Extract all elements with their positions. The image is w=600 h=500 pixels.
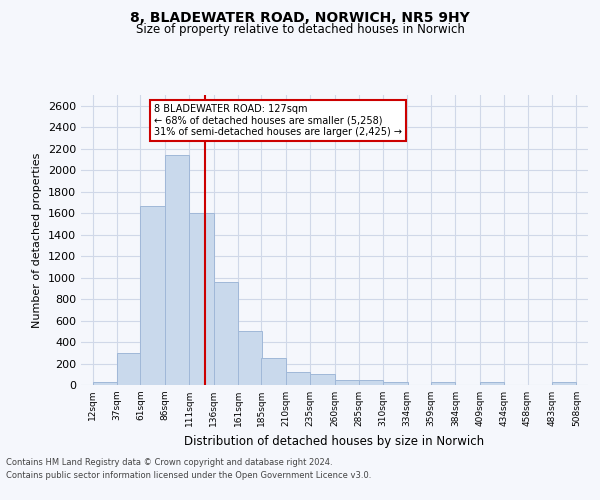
Text: Contains public sector information licensed under the Open Government Licence v3: Contains public sector information licen… (6, 472, 371, 480)
Bar (189, 213, 214, 385)
Bar (431, 382, 455, 385)
Bar (383, 382, 407, 385)
Y-axis label: Number of detached properties: Number of detached properties (32, 152, 43, 328)
Bar (93, 382, 117, 385)
Bar (117, 353, 142, 385)
Bar (262, 358, 286, 385)
Bar (214, 282, 238, 385)
Bar (310, 374, 335, 385)
Text: Contains HM Land Registry data © Crown copyright and database right 2024.: Contains HM Land Registry data © Crown c… (6, 458, 332, 467)
Bar (552, 382, 577, 385)
Text: Size of property relative to detached houses in Norwich: Size of property relative to detached ho… (136, 24, 464, 36)
Text: 8, BLADEWATER ROAD, NORWICH, NR5 9HY: 8, BLADEWATER ROAD, NORWICH, NR5 9HY (130, 10, 470, 24)
Bar (140, 206, 165, 385)
Bar (335, 380, 359, 385)
Bar (165, 155, 189, 385)
Bar (359, 380, 383, 385)
Bar (286, 372, 310, 385)
Bar (480, 382, 504, 385)
Bar (238, 332, 262, 385)
X-axis label: Distribution of detached houses by size in Norwich: Distribution of detached houses by size … (184, 434, 485, 448)
Text: 8 BLADEWATER ROAD: 127sqm
← 68% of detached houses are smaller (5,258)
31% of se: 8 BLADEWATER ROAD: 127sqm ← 68% of detac… (154, 104, 402, 137)
